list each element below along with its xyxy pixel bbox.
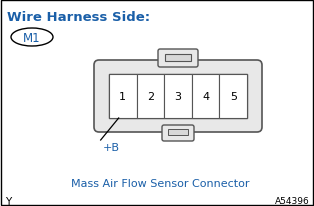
Bar bbox=[137, 75, 164, 118]
Text: 5: 5 bbox=[230, 91, 237, 102]
Text: 2: 2 bbox=[147, 91, 154, 102]
FancyBboxPatch shape bbox=[158, 50, 198, 68]
FancyBboxPatch shape bbox=[94, 61, 262, 132]
Text: +B: +B bbox=[103, 142, 120, 152]
Text: 1: 1 bbox=[119, 91, 126, 102]
Bar bbox=[164, 75, 192, 118]
Bar bbox=[219, 75, 247, 118]
Text: Mass Air Flow Sensor Connector: Mass Air Flow Sensor Connector bbox=[71, 178, 249, 188]
Text: 3: 3 bbox=[175, 91, 181, 102]
Bar bbox=[165, 55, 191, 62]
Bar bbox=[192, 75, 219, 118]
Text: 4: 4 bbox=[202, 91, 209, 102]
Bar bbox=[109, 75, 247, 118]
Text: Wire Harness Side:: Wire Harness Side: bbox=[7, 11, 150, 24]
Text: M1: M1 bbox=[23, 31, 41, 44]
Text: A54396: A54396 bbox=[275, 196, 310, 205]
Bar bbox=[168, 129, 188, 135]
Bar bbox=[109, 75, 137, 118]
Text: Y: Y bbox=[5, 196, 11, 206]
FancyBboxPatch shape bbox=[162, 125, 194, 141]
